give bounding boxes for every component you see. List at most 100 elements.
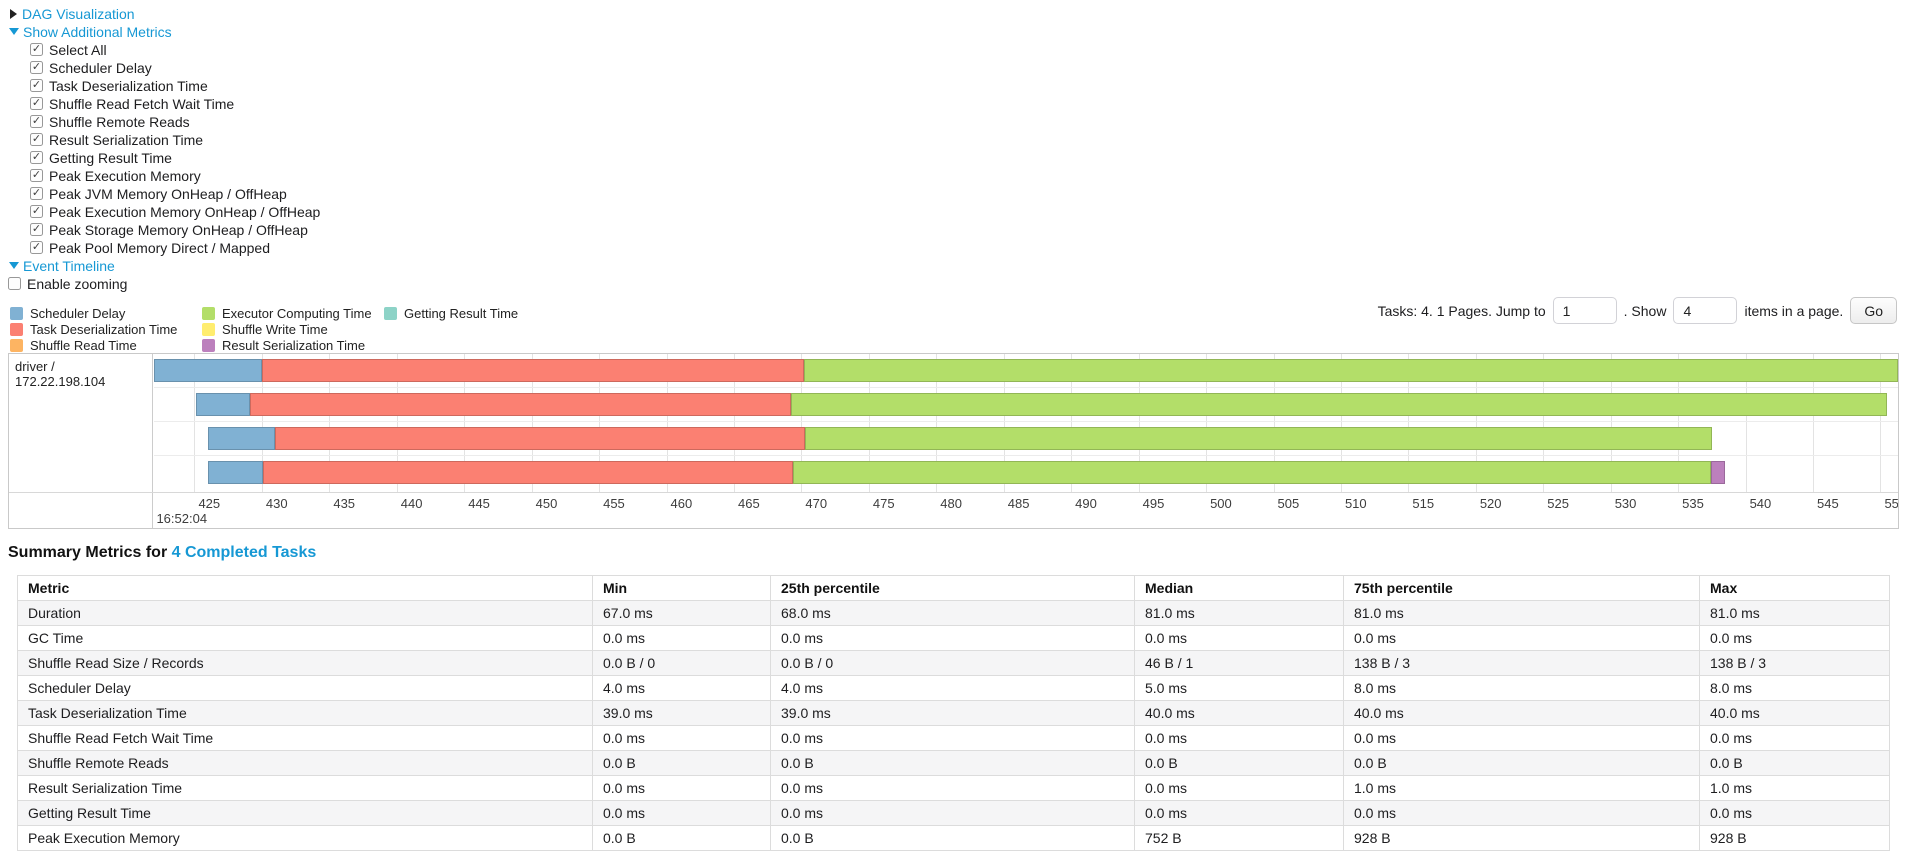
legend-item: Shuffle Read Time	[10, 337, 202, 353]
axis-tick-label: 530	[1614, 496, 1637, 511]
summary-metric-value: 8.0 ms	[1343, 675, 1700, 701]
event-timeline-chart: driver / 172.22.198.104 425 16:52:04 430 43…	[8, 353, 1899, 529]
timeline-task-slot	[154, 354, 1898, 388]
axis-tick-label: 515	[1412, 496, 1435, 511]
task-bar-result-serialization-segment	[1710, 461, 1726, 484]
summary-metric-name: Task Deserialization Time	[17, 700, 593, 726]
axis-tick-label: 430	[265, 496, 288, 511]
metric-checkbox-label: Task Deserialization Time	[49, 77, 208, 94]
metric-checkbox[interactable]: ✓	[30, 97, 43, 110]
pagination-info-text: Tasks: 4. 1 Pages. Jump to	[1377, 302, 1546, 319]
show-additional-metrics-row[interactable]: Show Additional Metrics	[8, 23, 1899, 40]
summary-metric-value: 4.0 ms	[770, 675, 1135, 701]
axis-tick-label: 470	[805, 496, 828, 511]
metric-checkbox-row: ✓ Getting Result Time	[30, 150, 1899, 166]
metric-checkbox[interactable]: ✓	[30, 241, 43, 254]
axis-gridline	[1813, 354, 1815, 492]
summary-metric-value: 0.0 ms	[770, 725, 1135, 751]
axis-gridline	[1138, 354, 1140, 492]
metric-checkbox[interactable]: ✓	[30, 133, 43, 146]
metric-checkbox[interactable]: ✓	[30, 61, 43, 74]
metric-checkbox[interactable]: ✓	[30, 43, 43, 56]
summary-metric-value: 0.0 ms	[592, 775, 771, 801]
summary-metric-value: 5.0 ms	[1134, 675, 1344, 701]
axis-tick-label: 505	[1277, 496, 1300, 511]
axis-start-time-label: 16:52:04	[156, 511, 208, 526]
metric-checkbox-label: Peak Storage Memory OnHeap / OffHeap	[49, 221, 308, 238]
metric-checkbox[interactable]: ✓	[30, 223, 43, 236]
legend-item: Executor Computing Time	[202, 305, 384, 321]
summary-metric-value: 0.0 ms	[1343, 800, 1700, 826]
axis-tick-label: 450	[535, 496, 558, 511]
summary-metric-value: 0.0 ms	[1343, 625, 1700, 651]
items-per-page-input[interactable]	[1673, 297, 1738, 324]
axis-gridline	[1610, 354, 1612, 492]
summary-metric-value: 0.0 B / 0	[592, 650, 771, 676]
metric-checkbox-row: ✓ Peak Pool Memory Direct / Mapped	[30, 239, 1899, 256]
axis-gridline	[1003, 354, 1005, 492]
axis-tick-label: 445	[468, 496, 490, 511]
summary-metric-value: 0.0 ms	[1699, 625, 1890, 651]
axis-gridline	[1273, 354, 1275, 492]
enable-zooming-label: Enable zooming	[27, 275, 128, 292]
dag-visualization-link[interactable]: DAG Visualization	[22, 5, 135, 22]
metric-checkbox-row: ✓ Peak Storage Memory OnHeap / OffHeap	[30, 221, 1899, 238]
metric-checkbox[interactable]: ✓	[30, 115, 43, 128]
metric-checkbox-label: Peak Pool Memory Direct / Mapped	[49, 239, 270, 256]
summary-metric-value: 0.0 B	[770, 750, 1135, 776]
summary-metric-name: Result Serialization Time	[17, 775, 593, 801]
summary-metric-value: 0.0 B	[592, 750, 771, 776]
timeline-task-slot	[154, 422, 1898, 456]
summary-metric-value: 4.0 ms	[592, 675, 771, 701]
timeline-task-slot	[154, 388, 1898, 422]
axis-tick-label: 540	[1749, 496, 1772, 511]
metric-checkbox-label: Shuffle Remote Reads	[49, 113, 190, 130]
metric-checkbox[interactable]: ✓	[30, 79, 43, 92]
enable-zooming-row: Enable zooming	[8, 275, 1899, 292]
summary-table-row: Task Deserialization Time 39.0 ms 39.0 ms 4…	[17, 700, 1890, 726]
metric-checkbox[interactable]: ✓	[30, 151, 43, 164]
completed-tasks-link[interactable]: 4 Completed Tasks	[171, 544, 317, 561]
summary-metric-value: 8.0 ms	[1699, 675, 1890, 701]
event-timeline-row[interactable]: Event Timeline	[8, 257, 1899, 274]
axis-tick-label: 520	[1479, 496, 1502, 511]
event-timeline-link[interactable]: Event Timeline	[23, 257, 115, 274]
metric-checkbox-row: ✓ Shuffle Read Fetch Wait Time	[30, 96, 1899, 112]
axis-gridline	[1071, 354, 1073, 492]
summary-metric-value: 1.0 ms	[1343, 775, 1700, 801]
show-additional-metrics-link[interactable]: Show Additional Metrics	[23, 23, 172, 40]
result-serialization-swatch-icon	[202, 338, 215, 352]
metric-checkbox[interactable]: ✓	[30, 169, 43, 182]
enable-zooming-checkbox[interactable]	[8, 277, 21, 290]
axis-tick-label: 455	[603, 496, 625, 511]
summary-metric-value: 39.0 ms	[770, 700, 1135, 726]
caret-down-icon	[9, 262, 19, 269]
axis-gridline	[396, 354, 398, 492]
pagination-suffix-text: items in a page.	[1744, 302, 1844, 319]
axis-gridline	[1408, 354, 1410, 492]
summary-metric-value: 0.0 B	[770, 825, 1135, 851]
axis-tick-label: 490	[1075, 496, 1097, 511]
summary-header-row: Metric Min 25th percentile Median 75th perce…	[17, 575, 1890, 601]
legend-item: Getting Result Time	[384, 305, 518, 321]
summary-table-row: Shuffle Remote Reads 0.0 B 0.0 B 0.0 B 0.0 B…	[17, 750, 1890, 776]
axis-tick-label: 500	[1210, 496, 1232, 511]
go-button[interactable]: Go	[1850, 297, 1897, 324]
legend-item: Shuffle Write Time	[202, 321, 384, 337]
metric-checkbox[interactable]: ✓	[30, 187, 43, 200]
task-bar-scheduler-delay-segment	[207, 461, 264, 484]
legend-item: Scheduler Delay	[10, 305, 202, 321]
expanders-section: DAG Visualization Show Additional Metric…	[8, 5, 1899, 292]
dag-visualization-row[interactable]: DAG Visualization	[8, 5, 1899, 22]
executor-computing-swatch-icon	[202, 306, 215, 320]
summary-title-prefix: Summary Metrics for	[8, 544, 172, 561]
summary-metric-value: 0.0 ms	[770, 775, 1135, 801]
metric-checkbox[interactable]: ✓	[30, 205, 43, 218]
jump-to-page-input[interactable]	[1552, 297, 1617, 324]
axis-gridline	[1745, 354, 1747, 492]
summary-metric-value: 40.0 ms	[1699, 700, 1890, 726]
metric-checkbox-row: ✓ Peak Execution Memory	[30, 168, 1899, 184]
pagination-show-text: . Show	[1623, 302, 1667, 319]
summary-table-row: Getting Result Time 0.0 ms 0.0 ms 0.0 ms 0.0…	[17, 800, 1890, 826]
summary-metric-value: 0.0 ms	[592, 625, 771, 651]
